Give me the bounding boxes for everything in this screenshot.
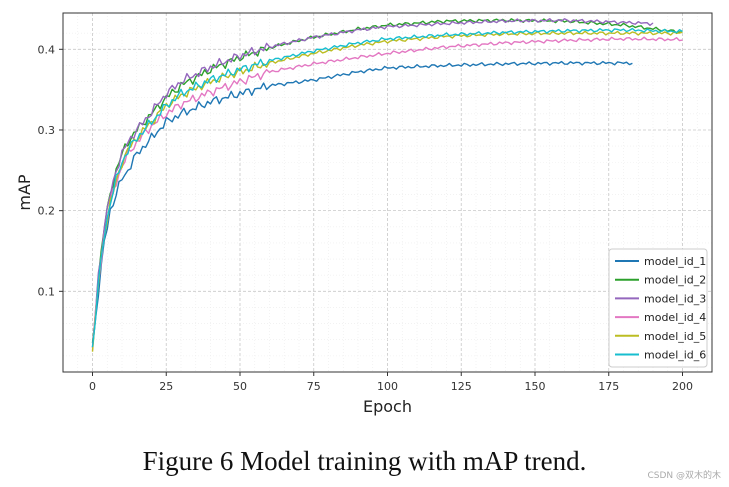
legend-label: model_id_5 bbox=[644, 330, 706, 343]
legend-label: model_id_3 bbox=[644, 292, 706, 305]
x-tick-label: 75 bbox=[307, 380, 321, 393]
x-tick-label: 0 bbox=[89, 380, 96, 393]
y-tick-label: 0.2 bbox=[38, 205, 56, 218]
figure-caption: Figure 6 Model training with mAP trend. bbox=[142, 446, 587, 476]
series-line-model-id-3 bbox=[91, 18, 654, 347]
y-tick-label: 0.3 bbox=[38, 124, 56, 137]
grid bbox=[63, 13, 713, 372]
x-tick-label: 125 bbox=[451, 380, 472, 393]
series-line-model-id-5 bbox=[91, 30, 683, 352]
y-tick-label: 0.4 bbox=[38, 43, 56, 56]
x-axis-label: Epoch bbox=[363, 397, 412, 416]
y-axis-label: mAP bbox=[15, 174, 34, 211]
legend-label: model_id_4 bbox=[644, 311, 706, 324]
x-tick-label: 150 bbox=[525, 380, 546, 393]
series-group bbox=[91, 18, 683, 352]
series-line-model-id-1 bbox=[91, 60, 633, 348]
ticks: 0 25 50 75 100 125 150 175 200 0.1 0.2 0.3 0.4 bbox=[38, 43, 694, 393]
watermark: CSDN @双木的木 bbox=[647, 471, 721, 481]
x-tick-label: 25 bbox=[159, 380, 173, 393]
series-line-model-id-4 bbox=[91, 36, 683, 351]
x-tick-label: 200 bbox=[672, 380, 693, 393]
legend-label: model_id_1 bbox=[644, 255, 706, 268]
x-tick-label: 175 bbox=[598, 380, 619, 393]
legend: model_id_1 model_id_2 model_id_3 model_id_4… bbox=[608, 248, 708, 368]
series-line-model-id-6 bbox=[91, 27, 683, 348]
legend-label: model_id_6 bbox=[644, 349, 706, 362]
legend-label: model_id_2 bbox=[644, 274, 706, 287]
x-tick-label: 100 bbox=[377, 380, 398, 393]
y-tick-label: 0.1 bbox=[38, 285, 56, 298]
x-tick-label: 50 bbox=[233, 380, 247, 393]
legend-box bbox=[608, 248, 708, 368]
chart: 0 25 50 75 100 125 150 175 200 0.1 0.2 0.3 0.4 Epoch… bbox=[15, 12, 713, 416]
